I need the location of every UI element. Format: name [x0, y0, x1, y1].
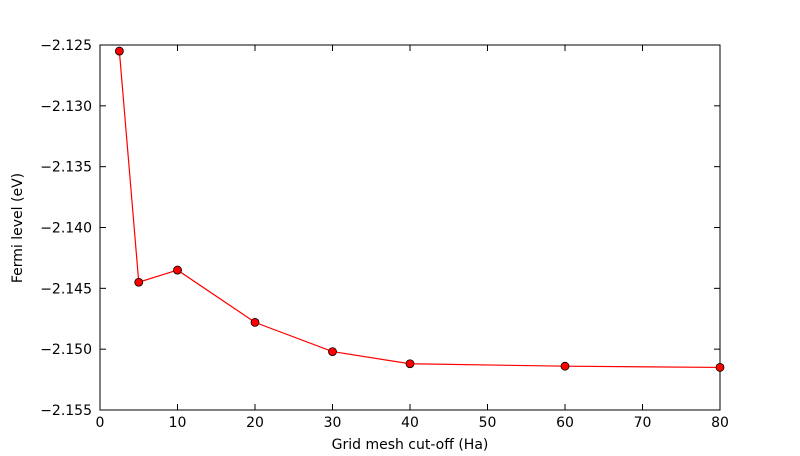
x-tick-label: 70	[634, 415, 652, 431]
x-tick-label: 0	[96, 415, 105, 431]
data-point	[114, 46, 124, 56]
data-point	[405, 359, 415, 369]
data-point	[328, 347, 337, 357]
y-tick-label: −2.130	[40, 99, 92, 115]
x-tick-label: 30	[324, 415, 342, 431]
x-tick-label: 50	[479, 415, 497, 431]
y-tick-label: −2.145	[40, 281, 92, 297]
y-tick-label: −2.125	[40, 38, 92, 54]
data-point	[560, 361, 570, 371]
y-tick-label: −2.135	[40, 160, 92, 176]
x-tick-label: 10	[169, 415, 187, 431]
data-point	[134, 277, 144, 287]
y-tick-label: −2.150	[40, 342, 92, 358]
y-axis-label: Fermi level (eV)	[10, 173, 26, 283]
data-point	[173, 265, 182, 275]
x-tick-label: 40	[401, 415, 419, 431]
plot-frame	[99, 44, 721, 411]
data-point	[715, 363, 725, 372]
x-tick-label: 60	[556, 415, 574, 431]
y-tick-label: −2.140	[40, 221, 92, 237]
data-line	[118, 51, 721, 369]
x-tick-label: 80	[711, 415, 729, 431]
x-tick-label: 20	[246, 415, 264, 431]
y-tick-label: −2.155	[40, 403, 92, 419]
data-point	[250, 317, 260, 327]
x-axis-label: Grid mesh cut-off (Ha)	[332, 437, 489, 453]
